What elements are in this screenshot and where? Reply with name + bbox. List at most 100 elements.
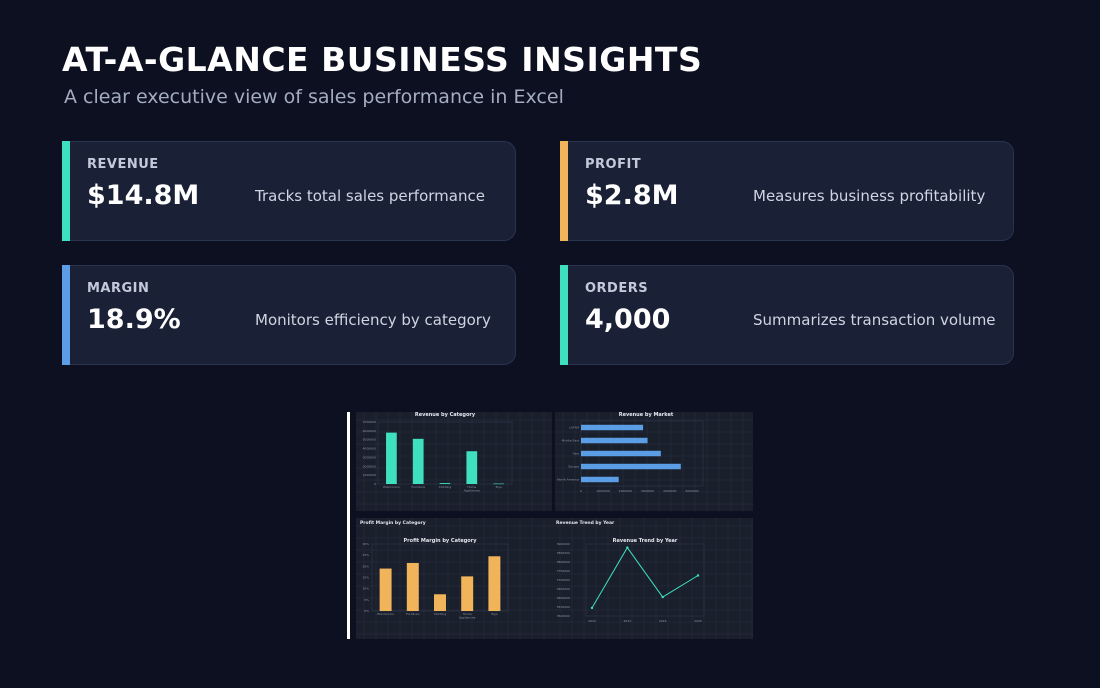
x-tick-label: Appliances <box>459 616 476 620</box>
chart-title: Revenue Trend by Year <box>613 538 678 544</box>
bar <box>466 451 478 484</box>
kpi-accent-bar <box>560 141 568 241</box>
y-tick-label: 7000000 <box>363 420 376 424</box>
x-tick-label: Toys <box>490 612 498 616</box>
kpi-value: 18.9% <box>87 304 181 335</box>
kpi-card-revenue: REVENUE $14.8M Tracks total sales perfor… <box>62 141 516 241</box>
dashboard-screenshot: Revenue by Category 0 1000000 2000000 300000… <box>356 412 753 639</box>
chart-panel-revenue-by-market: Revenue by Market 0 1000000 2000000 3000000 4… <box>555 412 753 511</box>
kpi-value: $2.8M <box>585 180 679 211</box>
background-grid <box>356 412 552 511</box>
x-tick-label: 2000000 <box>619 489 632 493</box>
y-tick-label: 5% <box>364 598 369 602</box>
plot-area <box>585 543 705 617</box>
kpi-accent-bar <box>62 265 70 365</box>
bar <box>412 438 424 484</box>
y-tick-label: 3000000 <box>363 455 376 459</box>
kpi-description: Summarizes transaction volume <box>753 311 996 329</box>
y-tick-label: 5000000 <box>363 438 376 442</box>
data-point <box>590 606 594 610</box>
kpi-accent-bar <box>62 141 70 241</box>
data-point <box>661 595 664 599</box>
page-subtitle: A clear executive view of sales performa… <box>64 86 564 108</box>
y-tick-label: 30% <box>362 542 369 546</box>
y-tick-label: 3850000 <box>557 551 570 555</box>
x-tick-label: 0 <box>580 489 582 493</box>
x-tick-label: 2022 <box>588 619 596 623</box>
bar <box>493 483 504 485</box>
y-tick-label: 20% <box>362 564 369 568</box>
divider-line <box>347 412 350 639</box>
x-tick-label: 1000000 <box>596 489 609 493</box>
kpi-value: 4,000 <box>585 304 671 335</box>
y-tick-label: 1000000 <box>363 473 376 477</box>
background-grid <box>552 518 753 639</box>
y-tick-label: LATAM <box>569 426 579 430</box>
y-tick-label: 6000000 <box>363 429 376 433</box>
x-tick-label: 2025 <box>694 619 702 623</box>
kpi-description: Measures business profitability <box>753 187 986 205</box>
x-tick-label: Clothing <box>434 612 447 616</box>
y-tick-label: Middle East <box>562 439 580 443</box>
kpi-label: PROFIT <box>585 157 642 172</box>
y-tick-label: 25% <box>362 553 369 557</box>
x-tick-label: Electronics <box>383 485 400 489</box>
bar <box>488 556 501 611</box>
y-tick-label: 3650000 <box>557 587 570 591</box>
bar <box>581 450 661 457</box>
bar <box>581 463 681 470</box>
data-point <box>626 546 629 549</box>
profit-margin-chart: Profit Margin by Category Profit Margin b… <box>356 518 552 639</box>
kpi-label: REVENUE <box>87 157 159 172</box>
panel-title: Profit Margin by Category <box>360 520 426 526</box>
y-tick-label: Europe <box>568 465 579 469</box>
x-tick-label: Appliances <box>464 489 481 493</box>
chart-panel-profit-margin: Profit Margin by Category Profit Margin b… <box>356 518 552 639</box>
y-tick-label: 3700000 <box>557 578 570 582</box>
revenue-by-category-chart: Revenue by Category 0 1000000 2000000 300000… <box>356 412 552 511</box>
kpi-card-orders: ORDERS 4,000 Summarizes transaction volu… <box>560 265 1014 365</box>
y-tick-label: 0 <box>374 482 376 486</box>
y-tick-label: 3800000 <box>557 560 570 564</box>
chart-title: Revenue by Market <box>619 412 674 418</box>
y-tick-label: 0% <box>364 609 369 613</box>
kpi-accent-bar <box>560 265 568 365</box>
chart-title: Revenue by Category <box>415 412 476 418</box>
y-tick-label: 3600000 <box>557 596 570 600</box>
bar <box>439 483 451 484</box>
series-line <box>591 546 699 609</box>
chart-panel-revenue-by-category: Revenue by Category 0 1000000 2000000 300000… <box>356 412 552 511</box>
bar <box>434 594 446 611</box>
y-tick-label: North America <box>557 478 579 482</box>
x-tick-label: 2024 <box>659 619 667 623</box>
x-tick-label: 4000000 <box>663 489 676 493</box>
bar <box>461 576 474 611</box>
y-tick-label: 15% <box>362 576 369 580</box>
x-tick-label: 5000000 <box>685 489 698 493</box>
bar <box>581 476 619 483</box>
bar <box>406 562 419 611</box>
panel-title: Revenue Trend by Year <box>556 520 615 526</box>
y-tick-label: 10% <box>362 587 369 591</box>
plot-area <box>377 421 513 485</box>
y-tick-label: 3550000 <box>557 605 570 609</box>
bar <box>386 432 397 484</box>
kpi-description: Monitors efficiency by category <box>255 311 491 329</box>
x-tick-label: Toys <box>494 485 502 489</box>
x-tick-label: Electronics <box>377 612 394 616</box>
kpi-card-profit: PROFIT $2.8M Measures business profitabi… <box>560 141 1014 241</box>
revenue-trend-chart: Revenue Trend by Year Revenue Trend by Ye… <box>552 518 753 639</box>
kpi-value: $14.8M <box>87 180 200 211</box>
kpi-label: ORDERS <box>585 281 649 296</box>
x-tick-label: Clothing <box>439 485 452 489</box>
chart-title: Profit Margin by Category <box>404 538 478 544</box>
bar <box>581 424 644 431</box>
page-title: AT-A-GLANCE BUSINESS INSIGHTS <box>62 40 703 79</box>
x-tick-label: Home <box>467 485 476 489</box>
x-tick-label: 2023 <box>624 619 632 623</box>
x-tick-label: Home <box>463 612 472 616</box>
y-tick-label: 3500000 <box>557 614 570 618</box>
y-tick-label: 4000000 <box>363 447 376 451</box>
kpi-label: MARGIN <box>87 281 150 296</box>
y-tick-label: 3900000 <box>557 542 570 546</box>
